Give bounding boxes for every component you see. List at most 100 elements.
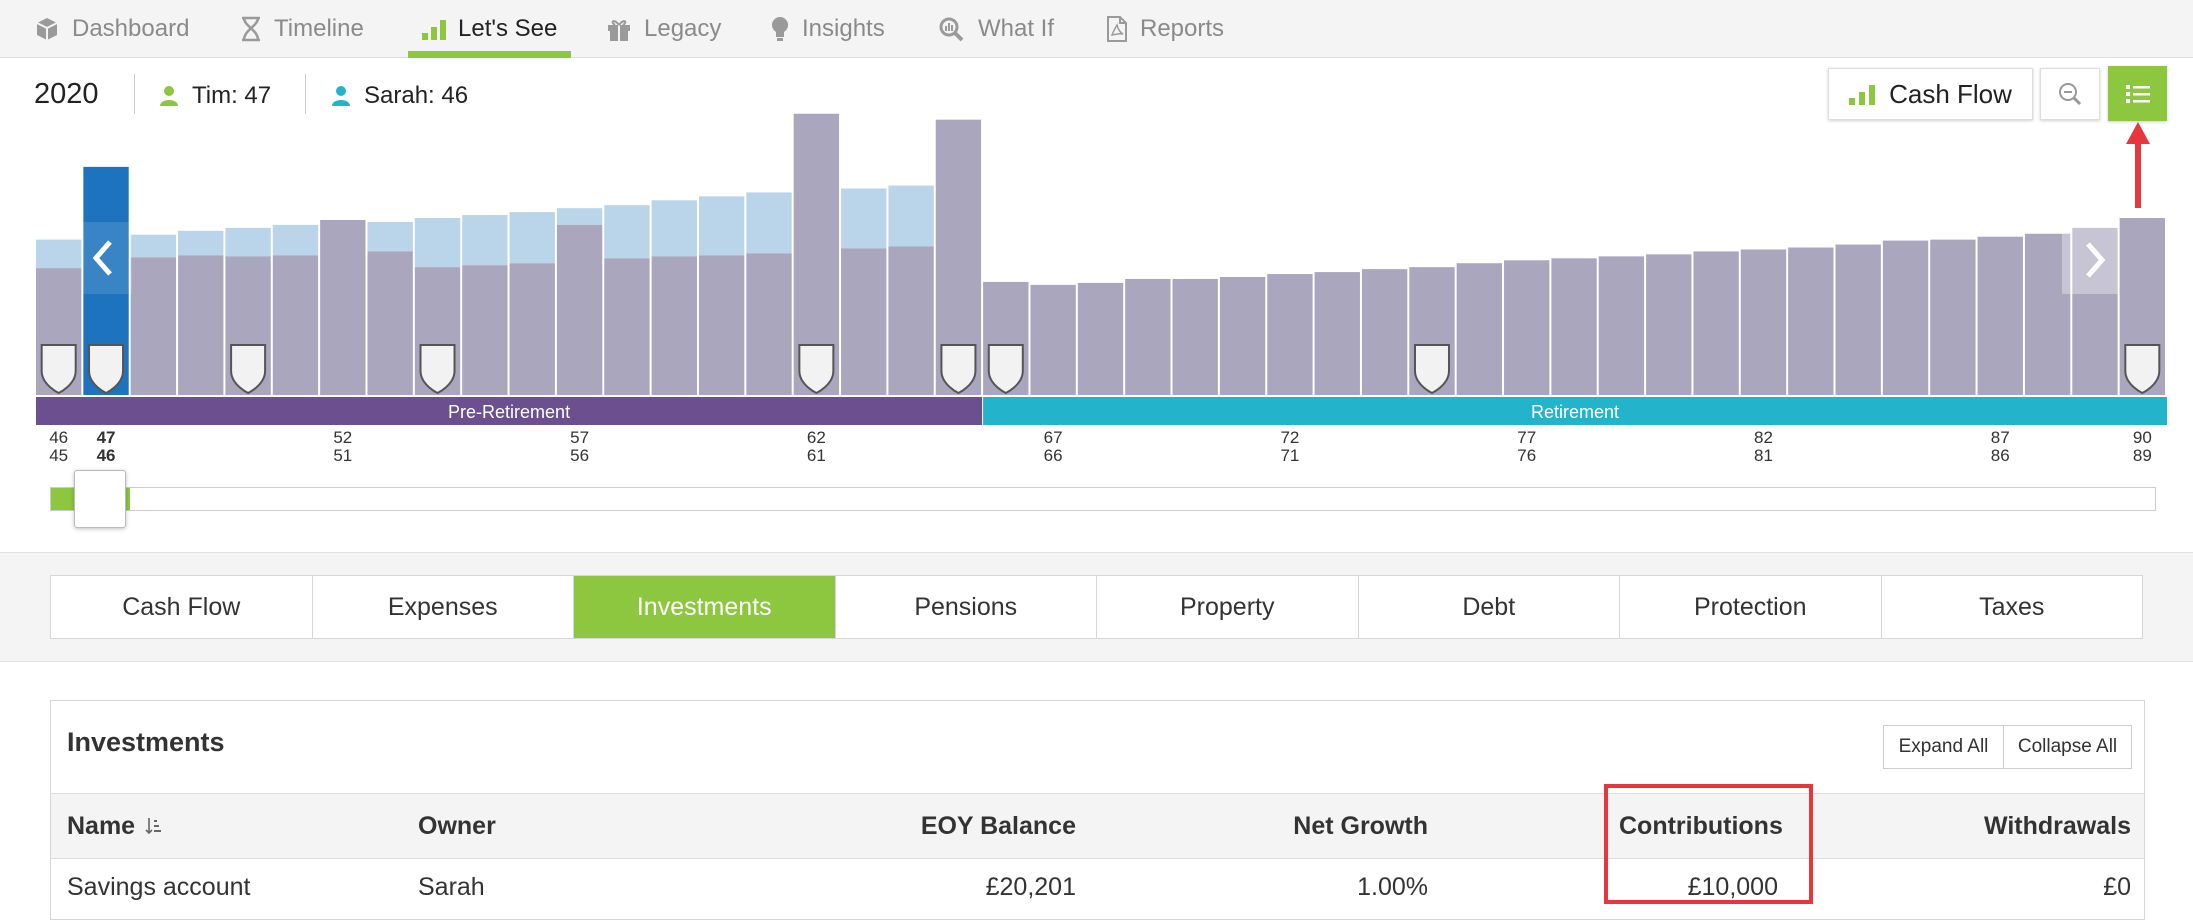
zoom-button[interactable] — [2040, 68, 2100, 120]
column-header-withdrawals[interactable]: Withdrawals — [1983, 811, 2131, 840]
year-bar[interactable] — [1740, 249, 1787, 395]
user-icon — [332, 86, 350, 106]
event-marker-icon[interactable] — [230, 344, 267, 395]
year-bar[interactable] — [1598, 256, 1645, 395]
nav-tab-insights[interactable]: Insights — [770, 0, 885, 58]
nav-tab-reports[interactable]: Reports — [1106, 0, 1224, 58]
event-marker-icon[interactable] — [419, 344, 456, 395]
collapse-all-button[interactable]: Collapse All — [2003, 725, 2132, 769]
subtab-taxes[interactable]: Taxes — [1979, 592, 2045, 621]
nav-tab-what-if[interactable]: What If — [938, 0, 1054, 58]
event-marker-icon[interactable] — [1413, 344, 1450, 395]
year-bar[interactable] — [462, 215, 508, 395]
nav-tab-label: Insights — [802, 15, 885, 42]
year-bar[interactable] — [651, 200, 697, 395]
event-marker-icon[interactable] — [88, 344, 125, 395]
timeline-scroll-handle[interactable] — [74, 470, 126, 528]
tim-age-label: 62 — [807, 428, 826, 447]
year-bar[interactable] — [1267, 274, 1313, 395]
column-header-net-growth[interactable]: Net Growth — [1293, 811, 1428, 840]
timeline-scrollbar[interactable] — [50, 487, 2156, 511]
year-bar[interactable] — [698, 196, 745, 395]
phase-label: Pre-Retirement — [448, 402, 570, 422]
year-bar[interactable] — [178, 230, 224, 395]
cell-eoy-balance: £20,201 — [985, 872, 1076, 901]
year-bar[interactable] — [1930, 239, 1976, 395]
year-bar[interactable] — [888, 185, 934, 395]
year-bar[interactable] — [746, 192, 792, 395]
expand-all-button[interactable]: Expand All — [1883, 725, 2004, 769]
nav-tab-legacy[interactable]: Legacy — [606, 0, 721, 58]
subtab-property[interactable]: Property — [1097, 576, 1359, 638]
event-marker-icon[interactable] — [940, 344, 977, 395]
subtab-protection[interactable]: Protection — [1620, 576, 1882, 638]
event-marker-icon[interactable] — [987, 344, 1024, 395]
cube-icon — [34, 16, 60, 42]
subtab-expenses[interactable]: Expenses — [313, 576, 574, 638]
bar-segment-top — [509, 212, 555, 264]
year-bar[interactable] — [1314, 272, 1360, 395]
bar-segment-top — [272, 224, 319, 256]
subtab-cash-flow[interactable]: Cash Flow — [51, 576, 313, 638]
list-view-button[interactable] — [2108, 66, 2167, 121]
chart-nav-group — [82, 222, 2118, 294]
current-year: 2020 — [34, 78, 99, 110]
year-bar[interactable] — [556, 208, 603, 395]
column-header-eoy-balance[interactable]: EOY Balance — [920, 811, 1076, 840]
year-bar[interactable] — [1077, 282, 1124, 395]
year-bar[interactable] — [1030, 284, 1076, 395]
year-bar[interactable] — [604, 205, 650, 395]
year-bar[interactable] — [1219, 277, 1266, 395]
year-bar[interactable] — [367, 221, 413, 395]
divider — [305, 74, 306, 114]
year-bar[interactable] — [272, 224, 319, 395]
bar-chart-icon — [1849, 85, 1876, 105]
year-bar[interactable] — [509, 212, 555, 395]
subtab-pensions[interactable]: Pensions — [836, 576, 1097, 638]
year-bar[interactable] — [320, 219, 366, 395]
cell-name: Savings account — [67, 872, 251, 901]
column-header-owner[interactable]: Owner — [418, 811, 496, 840]
year-bar[interactable] — [841, 188, 887, 396]
hourglass-icon — [240, 16, 262, 42]
chart-prev-button[interactable] — [82, 222, 132, 294]
year-bar[interactable] — [1835, 244, 1881, 395]
bar-segment-base — [1125, 278, 1171, 395]
nav-tab-timeline[interactable]: Timeline — [240, 0, 364, 58]
bar-segment-base — [888, 246, 934, 395]
year-bar[interactable] — [1693, 251, 1739, 395]
event-marker-icon[interactable] — [40, 344, 77, 395]
event-marker-icon[interactable] — [798, 344, 835, 395]
year-bar[interactable] — [1551, 258, 1597, 395]
year-bar[interactable] — [1504, 260, 1550, 395]
year-bar[interactable] — [1125, 278, 1171, 395]
bar-segment-base — [462, 265, 508, 395]
bar-segment-top — [178, 230, 224, 256]
cash-flow-view-button[interactable]: Cash Flow — [1828, 68, 2033, 120]
year-bar[interactable] — [1788, 247, 1834, 396]
year-bar[interactable] — [2024, 233, 2071, 395]
tim-age-label: 57 — [570, 428, 589, 447]
event-marker-icon[interactable] — [2124, 344, 2161, 395]
year-bar[interactable] — [1172, 278, 1218, 395]
cell-withdrawals: £0 — [2103, 872, 2131, 901]
year-bar[interactable] — [1361, 269, 1408, 395]
subtab-investments[interactable]: Investments — [574, 576, 836, 638]
nav-tab-label: What If — [978, 15, 1055, 42]
nav-tab-dashboard[interactable]: Dashboard — [34, 0, 189, 58]
year-bar[interactable] — [1456, 263, 1503, 395]
subtab-debt[interactable]: Debt — [1359, 576, 1620, 638]
nav-tab-lets-see[interactable]: Let's See — [407, 0, 572, 58]
year-bar[interactable] — [1977, 236, 2023, 395]
column-header-name[interactable]: Name — [67, 794, 162, 858]
year-bar[interactable] — [1882, 240, 1929, 395]
year-bar[interactable] — [1646, 254, 1692, 395]
column-header-contributions[interactable]: Contributions — [1619, 811, 1783, 840]
year-bar[interactable] — [130, 234, 177, 395]
chart-next-button[interactable] — [2062, 226, 2118, 294]
